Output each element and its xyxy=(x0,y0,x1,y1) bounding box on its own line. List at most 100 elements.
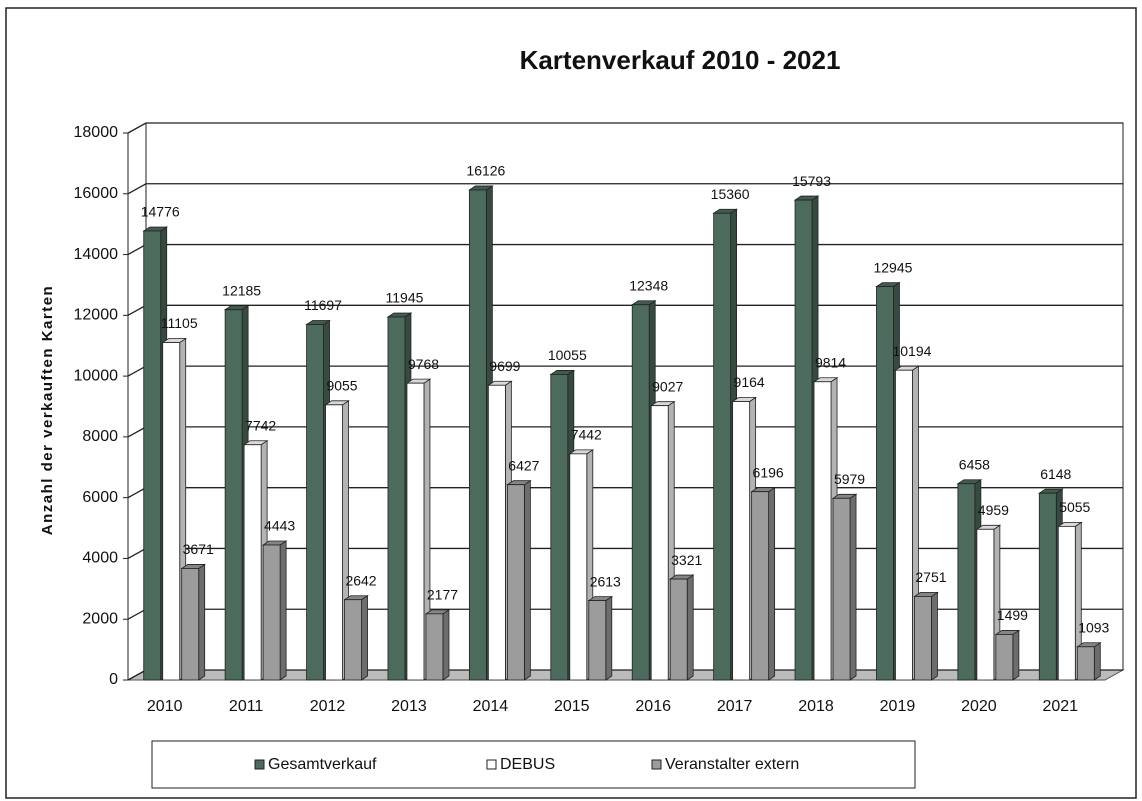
value-label: 5979 xyxy=(834,471,865,487)
bar xyxy=(569,453,588,681)
value-label: 6427 xyxy=(508,457,539,473)
x-tick-label: 2018 xyxy=(798,698,834,715)
x-tick-label: 2017 xyxy=(717,698,753,715)
bar-side xyxy=(849,493,857,681)
bar xyxy=(1038,492,1057,681)
bar xyxy=(732,401,751,681)
y-tick-label: 10000 xyxy=(74,367,119,384)
bar xyxy=(631,304,650,681)
value-label: 3671 xyxy=(183,541,214,557)
value-label: 11697 xyxy=(304,297,342,313)
value-label: 6458 xyxy=(959,456,990,472)
value-label: 2613 xyxy=(590,573,621,589)
legend-swatch xyxy=(651,759,662,770)
bar xyxy=(650,405,669,681)
value-label: 6148 xyxy=(1040,466,1071,482)
value-label: 5055 xyxy=(1059,499,1090,515)
bar xyxy=(1076,646,1095,681)
y-tick-label: 16000 xyxy=(74,185,119,202)
value-label: 4443 xyxy=(264,518,295,534)
y-tick-label: 0 xyxy=(109,671,118,688)
chart-title: Kartenverkauf 2010 - 2021 xyxy=(520,45,841,75)
value-label: 9699 xyxy=(489,358,520,374)
bar xyxy=(995,634,1014,681)
bar xyxy=(914,596,932,681)
bar xyxy=(468,189,487,681)
bar xyxy=(181,568,200,681)
legend-label: Veranstalter extern xyxy=(665,756,799,773)
bar xyxy=(751,491,770,681)
y-axis-label: Anzahl der verkauften Karten xyxy=(39,285,56,535)
legend-label: DEBUS xyxy=(500,756,555,773)
y-tick-label: 6000 xyxy=(82,489,118,506)
bar xyxy=(813,381,832,681)
bar xyxy=(243,444,262,681)
grid-line xyxy=(127,183,1123,195)
bar xyxy=(224,309,243,681)
bar xyxy=(487,384,506,681)
value-label: 2642 xyxy=(345,572,376,588)
x-tick-label: 2016 xyxy=(635,698,671,715)
x-tick-label: 2015 xyxy=(554,698,590,715)
x-tick-label: 2010 xyxy=(147,698,183,715)
bar xyxy=(325,404,343,681)
bar xyxy=(425,613,444,681)
value-label: 9814 xyxy=(815,354,846,370)
value-label: 16126 xyxy=(466,163,505,179)
x-tick-label: 2012 xyxy=(310,698,346,715)
bar xyxy=(387,316,406,681)
bar xyxy=(143,230,162,681)
value-label: 7742 xyxy=(245,417,276,433)
value-label: 9164 xyxy=(734,374,765,390)
bar xyxy=(669,578,688,681)
bar-side xyxy=(361,594,368,681)
value-label: 4959 xyxy=(978,502,1009,518)
grid-line xyxy=(127,122,1123,134)
value-label: 9055 xyxy=(326,378,357,394)
bar xyxy=(344,599,362,681)
bar xyxy=(550,374,569,681)
bar xyxy=(306,324,324,681)
y-tick-label: 4000 xyxy=(82,550,118,567)
value-label: 15793 xyxy=(792,173,831,189)
value-label: 11105 xyxy=(161,315,198,331)
bar xyxy=(957,483,976,681)
x-tick-label: 2011 xyxy=(229,698,264,715)
legend-label: Gesamtverkauf xyxy=(268,756,377,773)
value-label: 10055 xyxy=(548,347,587,363)
value-label: 10194 xyxy=(892,343,931,359)
x-tick-label: 2014 xyxy=(473,698,509,715)
value-label: 9027 xyxy=(652,378,683,394)
bar-side xyxy=(523,479,531,681)
x-tick-label: 2019 xyxy=(880,698,916,715)
bar-side xyxy=(1093,642,1101,681)
y-tick-label: 14000 xyxy=(74,246,119,263)
bar-side xyxy=(1012,629,1020,681)
bar-side xyxy=(686,574,694,681)
bar xyxy=(895,369,913,681)
x-tick-label: 2021 xyxy=(1042,698,1078,715)
bar-side xyxy=(768,486,776,681)
bar xyxy=(976,528,995,681)
bar xyxy=(794,199,813,681)
value-label: 7442 xyxy=(571,427,602,443)
value-label: 12348 xyxy=(629,277,668,293)
value-label: 12185 xyxy=(222,282,261,298)
y-tick-label: 8000 xyxy=(82,428,118,445)
x-tick-label: 2020 xyxy=(961,698,997,715)
bar xyxy=(832,497,851,681)
y-tick-label: 18000 xyxy=(74,124,119,141)
value-label: 9768 xyxy=(408,356,439,372)
value-label: 1093 xyxy=(1078,619,1109,635)
legend-box xyxy=(151,740,916,789)
value-label: 14776 xyxy=(141,204,180,220)
bar xyxy=(406,382,425,681)
value-label: 3321 xyxy=(671,552,702,568)
value-label: 1499 xyxy=(997,607,1028,623)
bar xyxy=(162,342,181,681)
x-tick-label: 2013 xyxy=(391,698,427,715)
value-label: 12945 xyxy=(873,259,912,275)
value-label: 2177 xyxy=(427,587,458,603)
bar xyxy=(1057,525,1076,681)
bar-side xyxy=(279,540,287,681)
